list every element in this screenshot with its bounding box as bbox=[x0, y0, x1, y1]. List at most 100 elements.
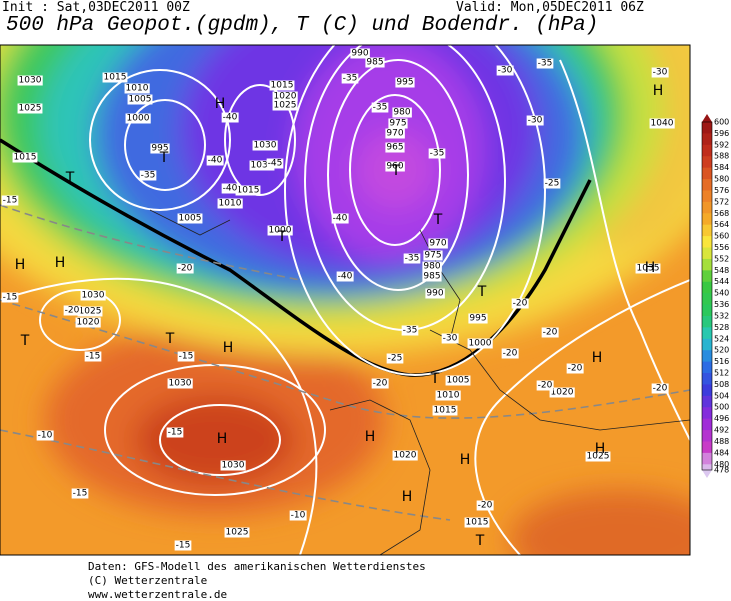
colorbar-tick-label: 496 bbox=[714, 414, 729, 423]
colorbar-swatch bbox=[702, 281, 712, 294]
colorbar-swatch bbox=[702, 350, 712, 363]
label-box bbox=[435, 390, 461, 401]
label-box bbox=[651, 383, 669, 394]
colorbar-swatch bbox=[702, 304, 712, 317]
pressure-center: T bbox=[430, 371, 440, 387]
contour-label: 1015 bbox=[104, 73, 127, 83]
label-box bbox=[585, 451, 611, 462]
label-box bbox=[432, 405, 458, 416]
label-box bbox=[206, 155, 224, 166]
colorbar-swatch bbox=[702, 190, 712, 203]
contour-label: 975 bbox=[389, 119, 406, 129]
contour-label: -10 bbox=[291, 511, 306, 521]
colorbar-swatch bbox=[702, 224, 712, 237]
contour-label: 1005 bbox=[447, 376, 470, 386]
colorbar-swatch bbox=[702, 464, 712, 471]
contour-label: -15 bbox=[179, 352, 194, 362]
contour-label: 970 bbox=[429, 239, 446, 249]
colorbar-tick-label: 504 bbox=[714, 391, 729, 400]
label-box bbox=[272, 91, 298, 102]
contour-label: -45 bbox=[268, 159, 283, 169]
pressure-center: H bbox=[223, 340, 234, 356]
label-box bbox=[651, 67, 669, 78]
colorbar-swatch bbox=[702, 407, 712, 420]
contour-label: 1000 bbox=[469, 339, 492, 349]
colorbar-tick-label: 520 bbox=[714, 346, 729, 355]
contour-label: -15 bbox=[168, 428, 183, 438]
label-box bbox=[125, 113, 151, 124]
footer-line: Daten: GFS-Modell des amerikanischen Wet… bbox=[88, 560, 426, 573]
colorbar-swatch bbox=[702, 452, 712, 465]
label-box bbox=[365, 57, 385, 68]
label-box bbox=[403, 253, 421, 264]
map-title: 500 hPa Geopot.(gpdm), T (C) und Bodendr… bbox=[6, 14, 599, 37]
colorbar-swatch bbox=[702, 361, 712, 374]
label-box bbox=[12, 152, 38, 163]
colorbar-tick-label: 592 bbox=[714, 140, 729, 149]
colorbar-tick-label: 488 bbox=[714, 437, 729, 446]
contour-label: 990 bbox=[426, 289, 443, 299]
contour-label: 1040 bbox=[651, 119, 674, 129]
contour-label: 975 bbox=[424, 251, 441, 261]
contour-label: 1035 bbox=[251, 161, 274, 171]
label-box bbox=[566, 363, 584, 374]
colorbar-tick-label: 556 bbox=[714, 243, 729, 252]
label-box bbox=[501, 348, 519, 359]
footer-line: www.wetterzentrale.de bbox=[88, 588, 228, 601]
colorbar-swatch bbox=[702, 179, 712, 191]
label-box bbox=[139, 170, 157, 181]
colorbar-swatch bbox=[702, 133, 712, 146]
contour-label: 1020 bbox=[274, 92, 297, 102]
label-box bbox=[127, 94, 153, 105]
field bbox=[0, 45, 690, 555]
contour-label: -15 bbox=[73, 489, 88, 499]
colorbar-tick-label: 536 bbox=[714, 300, 729, 309]
contour-label: -20 bbox=[503, 349, 518, 359]
contour-label: 1010 bbox=[437, 391, 460, 401]
label-box bbox=[422, 261, 442, 272]
colorbar-tick-label: 528 bbox=[714, 323, 729, 332]
footer-line: (C) Wetterzentrale bbox=[88, 574, 208, 587]
contour-label: 1010 bbox=[126, 84, 149, 94]
colorbar-tick-label: 516 bbox=[714, 357, 729, 366]
label-box bbox=[272, 100, 298, 111]
contour-label: -20 bbox=[653, 384, 668, 394]
colorbar-tick-label: 492 bbox=[714, 426, 729, 435]
colorbar-tick-label: 568 bbox=[714, 209, 729, 218]
label-box bbox=[150, 143, 170, 154]
pressure-center: T bbox=[165, 331, 175, 347]
colorbar-tick-label: 508 bbox=[714, 380, 729, 389]
contour-label: 1035 bbox=[637, 264, 660, 274]
label-box bbox=[235, 185, 261, 196]
colorbar-swatch bbox=[702, 247, 712, 260]
label-box bbox=[331, 213, 349, 224]
contour-label: -40 bbox=[333, 214, 348, 224]
contour-label: 1010 bbox=[219, 199, 242, 209]
contour-label: -15 bbox=[86, 352, 101, 362]
pressure-center: T bbox=[65, 170, 75, 186]
colorbar-tick-label: 600 bbox=[714, 118, 729, 127]
label-box bbox=[467, 338, 493, 349]
pressure-center: H bbox=[217, 431, 228, 447]
label-box bbox=[17, 103, 43, 114]
contour-label: 1005 bbox=[179, 214, 202, 224]
contour-label: 1015 bbox=[237, 186, 260, 196]
colorbar-tick-label: 596 bbox=[714, 129, 729, 138]
contour-label: 995 bbox=[396, 78, 413, 88]
contour-label: 985 bbox=[366, 58, 383, 68]
contour-label: -10 bbox=[38, 431, 53, 441]
colorbar-tick-label: 478 bbox=[714, 466, 729, 475]
contour-label: -20 bbox=[65, 306, 80, 316]
pressure-center: T bbox=[159, 150, 169, 166]
contour-label: -40 bbox=[208, 156, 223, 166]
contour-label: -35 bbox=[538, 59, 553, 69]
label-box bbox=[75, 317, 101, 328]
contour-label: 990 bbox=[351, 49, 368, 59]
contour-label: 1015 bbox=[466, 518, 489, 528]
colorbar-swatch bbox=[702, 441, 712, 454]
contour-label: 970 bbox=[386, 129, 403, 139]
colorbar-swatch bbox=[702, 373, 712, 385]
